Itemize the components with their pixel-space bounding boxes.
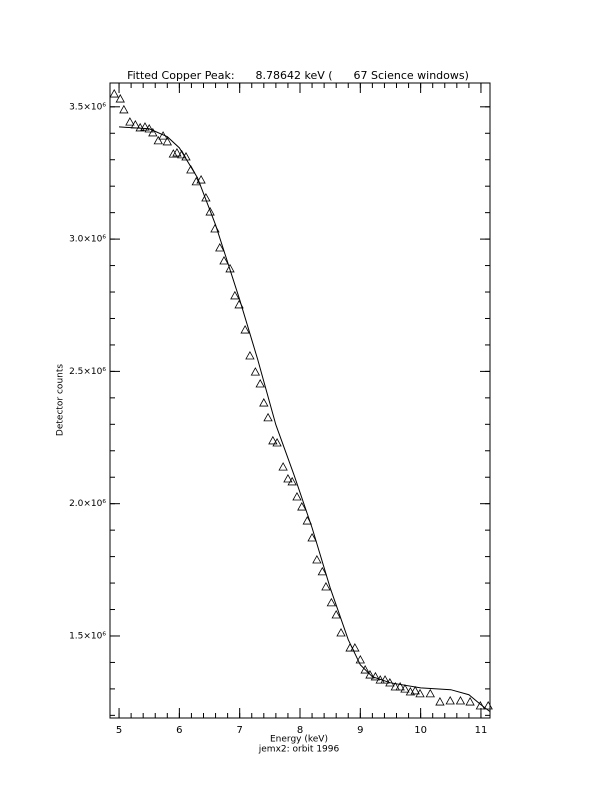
data-point	[455, 695, 466, 705]
data-point	[196, 175, 206, 184]
x-tick-label: 7	[236, 725, 242, 736]
data-point	[297, 502, 307, 511]
data-point	[445, 695, 455, 705]
x-tick-label: 11	[475, 725, 488, 736]
data-point	[119, 104, 129, 114]
data-point	[321, 581, 331, 591]
data-point	[109, 89, 119, 98]
data-point	[259, 398, 269, 407]
x-tick-label: 6	[176, 725, 182, 736]
data-point	[148, 127, 158, 137]
data-point	[375, 675, 385, 684]
data-point	[435, 697, 445, 706]
data-point	[255, 379, 265, 388]
data-point	[483, 701, 493, 710]
data-point	[172, 148, 182, 157]
data-point	[307, 532, 317, 542]
data-point	[380, 675, 390, 684]
data-point	[263, 412, 273, 422]
data-point	[205, 207, 215, 216]
data-point	[272, 438, 282, 447]
data-point	[415, 688, 425, 698]
x-axis-label: Energy (keV)	[270, 735, 328, 745]
chart-title: Fitted Copper Peak: 8.78642 keV ( 67 Sci…	[127, 69, 469, 82]
y-tick-label: 2.5×10⁶	[69, 367, 106, 377]
data-point	[370, 671, 381, 681]
data-point	[278, 462, 288, 471]
data-point	[326, 597, 337, 607]
data-point	[230, 290, 240, 300]
data-point	[125, 117, 135, 126]
data-point	[317, 566, 327, 576]
y-tick-label: 1.5×10⁶	[69, 631, 106, 641]
data-point	[400, 684, 410, 693]
data-point	[331, 609, 341, 619]
data-point	[168, 149, 179, 158]
data-point	[292, 491, 302, 501]
data-point	[365, 670, 375, 679]
x-tick-label: 8	[297, 725, 303, 736]
data-point	[425, 688, 435, 698]
data-point	[410, 685, 420, 695]
x-tick-label: 9	[357, 725, 363, 736]
data-point	[153, 135, 163, 145]
data-point	[283, 473, 293, 483]
x-tick-label: 10	[414, 725, 427, 736]
data-point	[250, 367, 261, 376]
data-point	[268, 435, 278, 445]
y-axis-label: Detector counts	[56, 364, 66, 436]
data-point	[395, 681, 405, 691]
data-point	[115, 94, 125, 103]
data-point	[215, 243, 225, 252]
fit-line	[119, 126, 491, 713]
y-tick-label: 3.0×10⁶	[69, 235, 106, 245]
data-point	[287, 476, 297, 486]
data-point	[390, 681, 400, 691]
data-point	[240, 325, 250, 334]
y-tick-label: 3.5×10⁶	[69, 102, 106, 112]
data-point	[219, 255, 229, 265]
data-point	[312, 554, 322, 564]
data-point	[350, 643, 360, 652]
data-point	[465, 697, 475, 706]
data-point	[336, 627, 346, 637]
data-point	[245, 350, 255, 360]
y-tick-label: 2.0×10⁶	[69, 499, 106, 509]
data-point	[140, 122, 150, 131]
data-point	[355, 654, 365, 664]
x-tick-label: 5	[116, 725, 122, 736]
data-point	[162, 136, 172, 146]
data-point	[360, 665, 370, 674]
subtitle: jemx2: orbit 1996	[258, 745, 340, 755]
data-point	[225, 263, 235, 273]
